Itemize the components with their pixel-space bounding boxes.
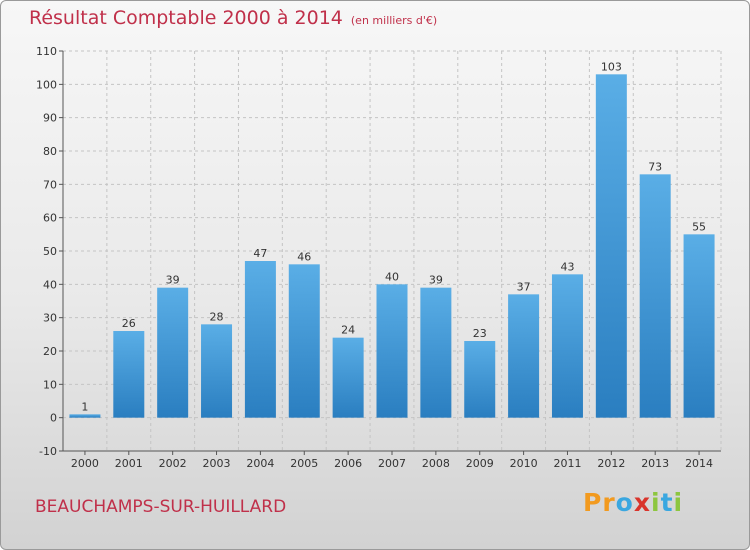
x-tick-label-2000: 2000 [71, 457, 99, 470]
x-tick-label-2006: 2006 [334, 457, 362, 470]
value-label-2001: 26 [122, 317, 136, 330]
x-tick-label-2005: 2005 [290, 457, 318, 470]
value-label-2010: 37 [517, 280, 531, 293]
chart-unit: (en milliers d'€) [350, 14, 438, 27]
bar-2012 [595, 74, 627, 418]
x-tick-label-2012: 2012 [597, 457, 625, 470]
x-tick-label-2004: 2004 [246, 457, 274, 470]
y-tick-label: 50 [43, 245, 57, 258]
bar-2003 [201, 324, 233, 418]
value-label-2012: 103 [601, 60, 622, 73]
x-tick-label-2001: 2001 [115, 457, 143, 470]
value-label-2008: 39 [429, 274, 443, 287]
value-label-2002: 39 [166, 274, 180, 287]
y-tick-label: 90 [43, 112, 57, 125]
y-tick-label: 110 [36, 45, 57, 58]
title-row: Résultat Comptable 2000 à 2014 (en millie… [29, 7, 437, 29]
proxiti-logo: Proxiti [583, 488, 683, 517]
bar-2006 [332, 337, 364, 418]
chart-title: Résultat Comptable 2000 à 2014 [29, 7, 343, 29]
bar-2001 [113, 331, 145, 418]
bar-2009 [464, 341, 496, 418]
value-labels: 1 26 39 28 47 46 24 40 39 23 37 43 103 73 55 [81, 60, 706, 413]
bar-2010 [508, 294, 540, 418]
bars [69, 74, 715, 418]
x-tick-label-2008: 2008 [422, 457, 450, 470]
bar-2008 [420, 287, 452, 418]
bar-2002 [157, 287, 189, 418]
value-label-2005: 46 [297, 250, 311, 263]
bar-2000 [69, 414, 101, 418]
bar-2004 [244, 261, 276, 418]
y-tick-label: 100 [36, 78, 57, 91]
y-tick-label: 80 [43, 145, 57, 158]
axes: -10 0 10 20 30 40 50 60 70 80 90 100 110 2000 2001 2002… [36, 45, 721, 470]
logo-letter: i [673, 488, 684, 517]
logo-letter: t [660, 488, 674, 517]
value-label-2004: 47 [253, 247, 267, 260]
x-tick-label-2007: 2007 [378, 457, 406, 470]
bar-2014 [683, 234, 715, 418]
logo-letter: i [651, 488, 661, 517]
logo-letter: o [615, 488, 634, 517]
logo-letter: P [583, 488, 603, 517]
value-label-2011: 43 [560, 260, 574, 273]
x-tick-label-2010: 2010 [510, 457, 538, 470]
x-tick-label-2011: 2011 [553, 457, 581, 470]
value-label-2003: 28 [210, 310, 224, 323]
value-label-2000: 1 [81, 400, 88, 413]
y-tick-label: 10 [43, 378, 57, 391]
place-name: BEAUCHAMPS-SUR-HUILLARD [35, 497, 287, 517]
bar-2007 [376, 284, 408, 418]
y-tick-label: -10 [39, 445, 57, 458]
logo-letter: x [633, 488, 651, 517]
y-tick-label: 20 [43, 345, 57, 358]
x-tick-label-2013: 2013 [641, 457, 669, 470]
value-label-2014: 55 [692, 220, 706, 233]
y-tick-label: 30 [43, 312, 57, 325]
bar-2005 [288, 264, 320, 418]
value-label-2009: 23 [473, 327, 487, 340]
y-tick-label: 0 [50, 412, 57, 425]
x-tick-label-2014: 2014 [685, 457, 713, 470]
x-tick-label-2002: 2002 [159, 457, 187, 470]
value-label-2007: 40 [385, 270, 399, 283]
bar-2011 [551, 274, 583, 418]
x-tick-label-2009: 2009 [466, 457, 494, 470]
x-tick-label-2003: 2003 [203, 457, 231, 470]
value-label-2013: 73 [648, 160, 662, 173]
y-tick-label: 70 [43, 178, 57, 191]
value-label-2006: 24 [341, 324, 355, 337]
bar-2013 [639, 174, 671, 418]
logo-letter: r [602, 488, 616, 517]
y-tick-label: 60 [43, 212, 57, 225]
y-tick-label: 40 [43, 278, 57, 291]
